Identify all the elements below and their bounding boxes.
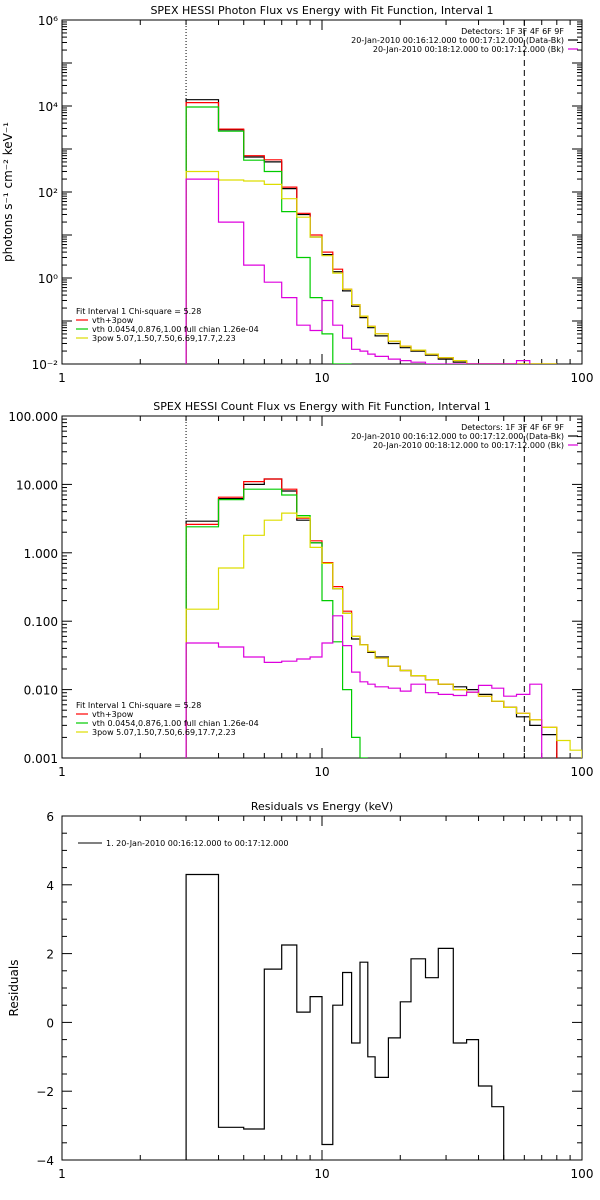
data-series-group [185, 99, 557, 364]
chart-title: SPEX HESSI Count Flux vs Energy with Fit… [153, 400, 490, 413]
series-line-1 [185, 478, 558, 758]
y-tick-label: 0.001 [24, 752, 58, 766]
series-line-4 [185, 170, 557, 364]
x-tick-label: 10 [314, 371, 329, 385]
fit-legend-entry: vth+3pow [92, 316, 134, 325]
data-series-group [185, 873, 505, 1160]
fit-legend: Fit Interval 1 Chi-square = 5.28vth+3pow… [76, 701, 259, 737]
fit-legend-entry: vth 0.0454,0.876,1.00 full chian 1.26e-0… [92, 719, 259, 728]
x-tick-label: 10 [314, 765, 329, 779]
y-tick-label: −2 [36, 1085, 54, 1099]
fit-legend-entry: 3pow 5.07,1.50,7.50,6.69,17.7,2.23 [92, 728, 236, 737]
fit-legend-header: Fit Interval 1 Chi-square = 5.28 [76, 307, 201, 316]
data-series-group [185, 478, 582, 758]
series-line-3 [185, 488, 368, 758]
y-tick-label: 10⁰ [38, 272, 58, 286]
y-axis-label: photons s⁻¹ cm⁻² keV⁻¹ [1, 122, 15, 262]
series-line-3 [185, 106, 352, 364]
chart-title: SPEX HESSI Photon Flux vs Energy with Fi… [150, 4, 493, 17]
y-axis-label: Residuals [7, 960, 21, 1017]
detectors-label: Detectors: 1F 3F 4F 6F 9F [461, 423, 564, 432]
y-tick-label: 0 [46, 1016, 54, 1030]
x-tick-label: 100 [571, 765, 594, 779]
series-line-5 [185, 178, 531, 364]
chart-title: Residuals vs Energy (keV) [251, 800, 393, 813]
chart-panel-1: SPEX HESSI Photon Flux vs Energy with Fi… [1, 4, 593, 385]
series-line-5 [185, 615, 543, 758]
x-tick-label: 100 [571, 1167, 594, 1181]
info-legend-entry: 1. 20-Jan-2010 00:16:12.000 to 00:17:12.… [106, 839, 288, 848]
x-tick-label: 1 [58, 1167, 66, 1181]
detectors-label: Detectors: 1F 3F 4F 6F 9F [461, 27, 564, 36]
x-tick-label: 1 [58, 765, 66, 779]
series-line-4 [185, 512, 582, 758]
series-line-2 [185, 478, 558, 758]
info-legend-entry: 20-Jan-2010 00:18:12.000 to 00:17:12.000… [373, 45, 564, 54]
y-tick-label: 1.000 [24, 547, 58, 561]
info-legend-entry: 20-Jan-2010 00:16:12.000 to 00:17:12.000… [351, 36, 564, 45]
x-tick-label: 10 [314, 1167, 329, 1181]
fit-legend-entry: vth+3pow [92, 710, 134, 719]
series-line-1 [185, 873, 505, 1160]
y-tick-label: 10⁻² [32, 358, 59, 372]
y-tick-label: 10⁴ [38, 100, 58, 114]
info-legend-entry: 20-Jan-2010 00:16:12.000 to 00:17:12.000… [351, 432, 564, 441]
y-tick-label: 0.010 [24, 684, 58, 698]
y-tick-label: 4 [46, 879, 54, 893]
chart-panel-2: SPEX HESSI Count Flux vs Energy with Fit… [8, 400, 593, 779]
fit-legend-entry: vth 0.0454,0.876,1.00 full chian 1.26e-0… [92, 325, 259, 334]
fit-legend: Fit Interval 1 Chi-square = 5.28vth+3pow… [76, 307, 259, 343]
y-tick-label: 6 [46, 810, 54, 824]
y-tick-label: −4 [36, 1154, 54, 1168]
fit-legend-header: Fit Interval 1 Chi-square = 5.28 [76, 701, 201, 710]
chart-panel-3: Residuals vs Energy (keV) 1 10 100 −4 −2 0 2 4 6 R… [7, 800, 593, 1181]
y-tick-label: 2 [46, 948, 54, 962]
info-legend: 1. 20-Jan-2010 00:16:12.000 to 00:17:12.… [78, 839, 288, 848]
y-tick-label: 10⁶ [38, 14, 58, 28]
y-tick-label: 100.000 [8, 410, 58, 424]
x-tick-label: 1 [58, 371, 66, 385]
x-tick-label: 100 [571, 371, 594, 385]
y-tick-label: 10² [38, 186, 58, 200]
fit-legend-entry: 3pow 5.07,1.50,7.50,6.69,17.7,2.23 [92, 334, 236, 343]
y-tick-label: 10.000 [16, 478, 58, 492]
info-legend-entry: 20-Jan-2010 00:18:12.000 to 00:17:12.000… [373, 441, 564, 450]
y-tick-label: 0.100 [24, 615, 58, 629]
